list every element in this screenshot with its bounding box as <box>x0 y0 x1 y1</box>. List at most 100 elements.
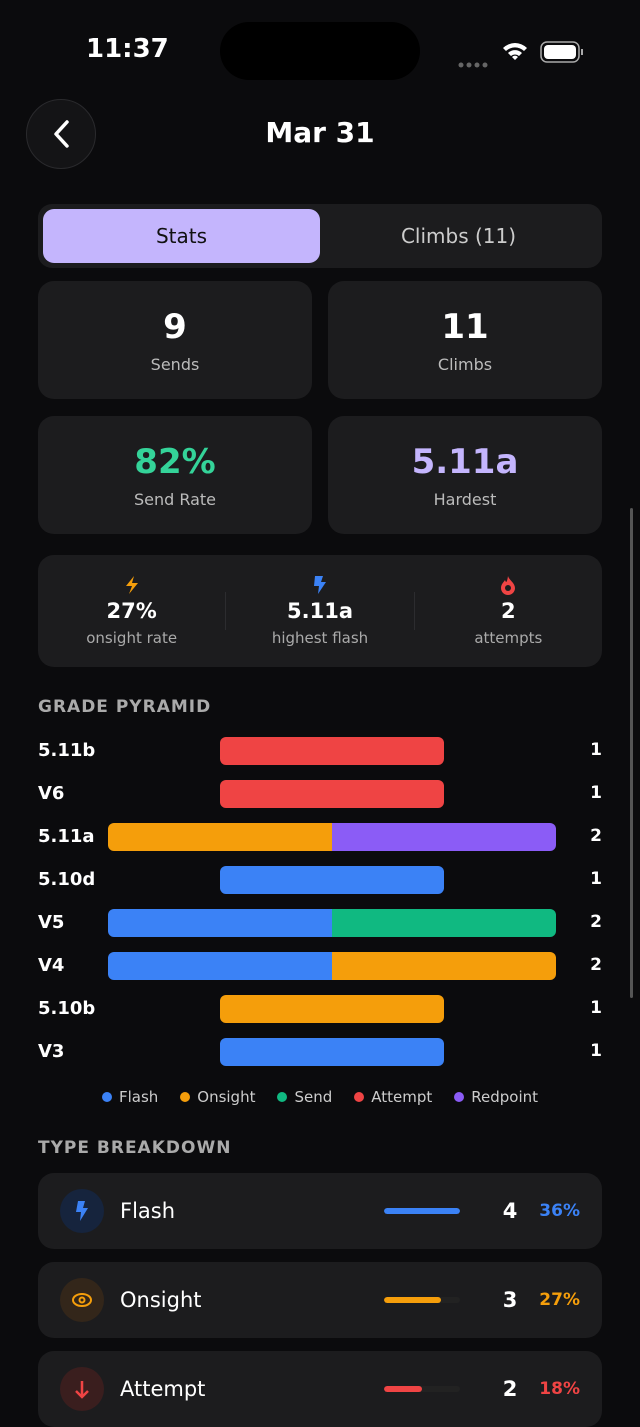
type-progress-fill <box>384 1297 441 1303</box>
type-count: 3 <box>502 1288 518 1312</box>
bar-segment-flash <box>108 909 332 937</box>
type-breakdown-title: TYPE BREAKDOWN <box>38 1138 232 1158</box>
mini-label: attempts <box>474 629 543 647</box>
mini-onsight-rate: 27% onsight rate <box>38 575 225 647</box>
legend-item: Flash <box>101 1088 158 1106</box>
grade-count: 2 <box>590 955 602 975</box>
divider <box>413 592 415 630</box>
flash-icon <box>76 1201 88 1221</box>
stat-label: Sends <box>150 354 200 374</box>
type-progress <box>384 1386 460 1392</box>
legend-dot <box>354 1092 365 1102</box>
stat-value: 5.11a <box>411 441 519 482</box>
type-percent: 18% <box>539 1379 580 1399</box>
grade-label: V5 <box>38 912 65 933</box>
grade-bar <box>220 995 444 1023</box>
bar-segment-attempt <box>220 737 444 765</box>
stat-value: 9 <box>163 306 187 347</box>
stat-send-rate: 82% Send Rate <box>38 416 312 534</box>
mini-value: 5.11a <box>287 599 353 623</box>
bar-segment-flash <box>108 952 332 980</box>
grade-label: V6 <box>38 783 65 804</box>
flame-icon <box>501 576 516 595</box>
type-row-attempt[interactable]: Attempt 2 18% <box>38 1351 602 1427</box>
grade-bar <box>108 823 556 851</box>
stat-label: Climbs <box>437 354 493 374</box>
pyramid-row: V4 2 <box>38 952 602 982</box>
type-count: 4 <box>502 1199 518 1223</box>
type-percent: 27% <box>539 1290 580 1310</box>
grade-count: 1 <box>590 998 602 1018</box>
grade-bar <box>220 780 444 808</box>
type-icon-bg <box>60 1367 104 1411</box>
type-percent: 36% <box>539 1201 580 1221</box>
mini-stats: 27% onsight rate 5.11a highest flash 2 atte… <box>38 555 602 667</box>
bar-segment-attempt <box>220 780 444 808</box>
grade-count: 1 <box>590 783 602 803</box>
grade-count: 1 <box>590 1041 602 1061</box>
mini-value: 2 <box>501 599 516 623</box>
bar-segment-send <box>332 909 556 937</box>
stat-climbs: 11 Climbs <box>328 281 602 399</box>
tab-climbs[interactable]: Climbs (11) <box>400 224 517 248</box>
type-icon-bg <box>60 1278 104 1322</box>
stat-value: 82% <box>134 441 216 482</box>
type-row-flash[interactable]: Flash 4 36% <box>38 1173 602 1249</box>
grade-label: 5.10d <box>38 869 96 890</box>
battery-icon <box>540 41 584 67</box>
grade-label: V3 <box>38 1041 65 1062</box>
stat-label: Hardest <box>433 489 497 509</box>
bar-segment-onsight <box>108 823 332 851</box>
grade-bar <box>108 909 556 937</box>
legend-item: Send <box>277 1088 332 1106</box>
pyramid-row: V5 2 <box>38 909 602 939</box>
back-button[interactable] <box>26 99 96 169</box>
type-name: Attempt <box>120 1377 206 1401</box>
type-progress-fill <box>384 1386 422 1392</box>
type-row-onsight[interactable]: Onsight 3 27% <box>38 1262 602 1338</box>
legend-label: Redpoint <box>471 1088 539 1106</box>
type-name: Onsight <box>120 1288 202 1312</box>
bar-segment-onsight <box>332 952 556 980</box>
grade-pyramid-title: GRADE PYRAMID <box>38 697 212 717</box>
grade-count: 2 <box>590 912 602 932</box>
type-progress-fill <box>384 1208 460 1214</box>
legend-label: Onsight <box>197 1088 256 1106</box>
legend-item: Attempt <box>354 1088 432 1106</box>
pyramid-row: 5.11a 2 <box>38 823 602 853</box>
grade-label: 5.10b <box>38 998 96 1019</box>
grade-bar <box>108 952 556 980</box>
divider <box>225 592 227 630</box>
pyramid-row: V3 1 <box>38 1038 602 1068</box>
status-time: 11:37 <box>86 34 169 64</box>
flash-icon <box>313 576 326 594</box>
wifi-icon <box>502 41 528 65</box>
stat-value: 11 <box>441 306 489 347</box>
grade-count: 2 <box>590 826 602 846</box>
legend-label: Attempt <box>371 1088 433 1106</box>
chevron-left-icon <box>54 120 69 148</box>
pyramid-row: 5.10b 1 <box>38 995 602 1025</box>
page-title: Mar 31 <box>265 116 375 149</box>
mini-attempts: 2 attempts <box>415 575 602 647</box>
type-progress <box>384 1208 460 1214</box>
scrollbar[interactable] <box>630 508 633 998</box>
legend-dot <box>180 1092 191 1102</box>
pyramid-row: 5.10d 1 <box>38 866 602 896</box>
type-progress <box>384 1297 460 1303</box>
grade-count: 1 <box>590 740 602 760</box>
tab-stats[interactable]: Stats <box>43 209 320 263</box>
type-name: Flash <box>120 1199 176 1223</box>
dynamic-island <box>220 22 420 80</box>
mini-label: onsight rate <box>86 629 178 647</box>
legend-dot <box>454 1092 465 1102</box>
stat-sends: 9 Sends <box>38 281 312 399</box>
grade-bar <box>220 737 444 765</box>
legend-item: Redpoint <box>454 1088 538 1106</box>
pyramid-row: 5.11b 1 <box>38 737 602 767</box>
grade-count: 1 <box>590 869 602 889</box>
stat-hardest: 5.11a Hardest <box>328 416 602 534</box>
bar-segment-redpoint <box>332 823 556 851</box>
arrow-down-icon <box>75 1381 89 1399</box>
legend-dot <box>277 1092 288 1102</box>
